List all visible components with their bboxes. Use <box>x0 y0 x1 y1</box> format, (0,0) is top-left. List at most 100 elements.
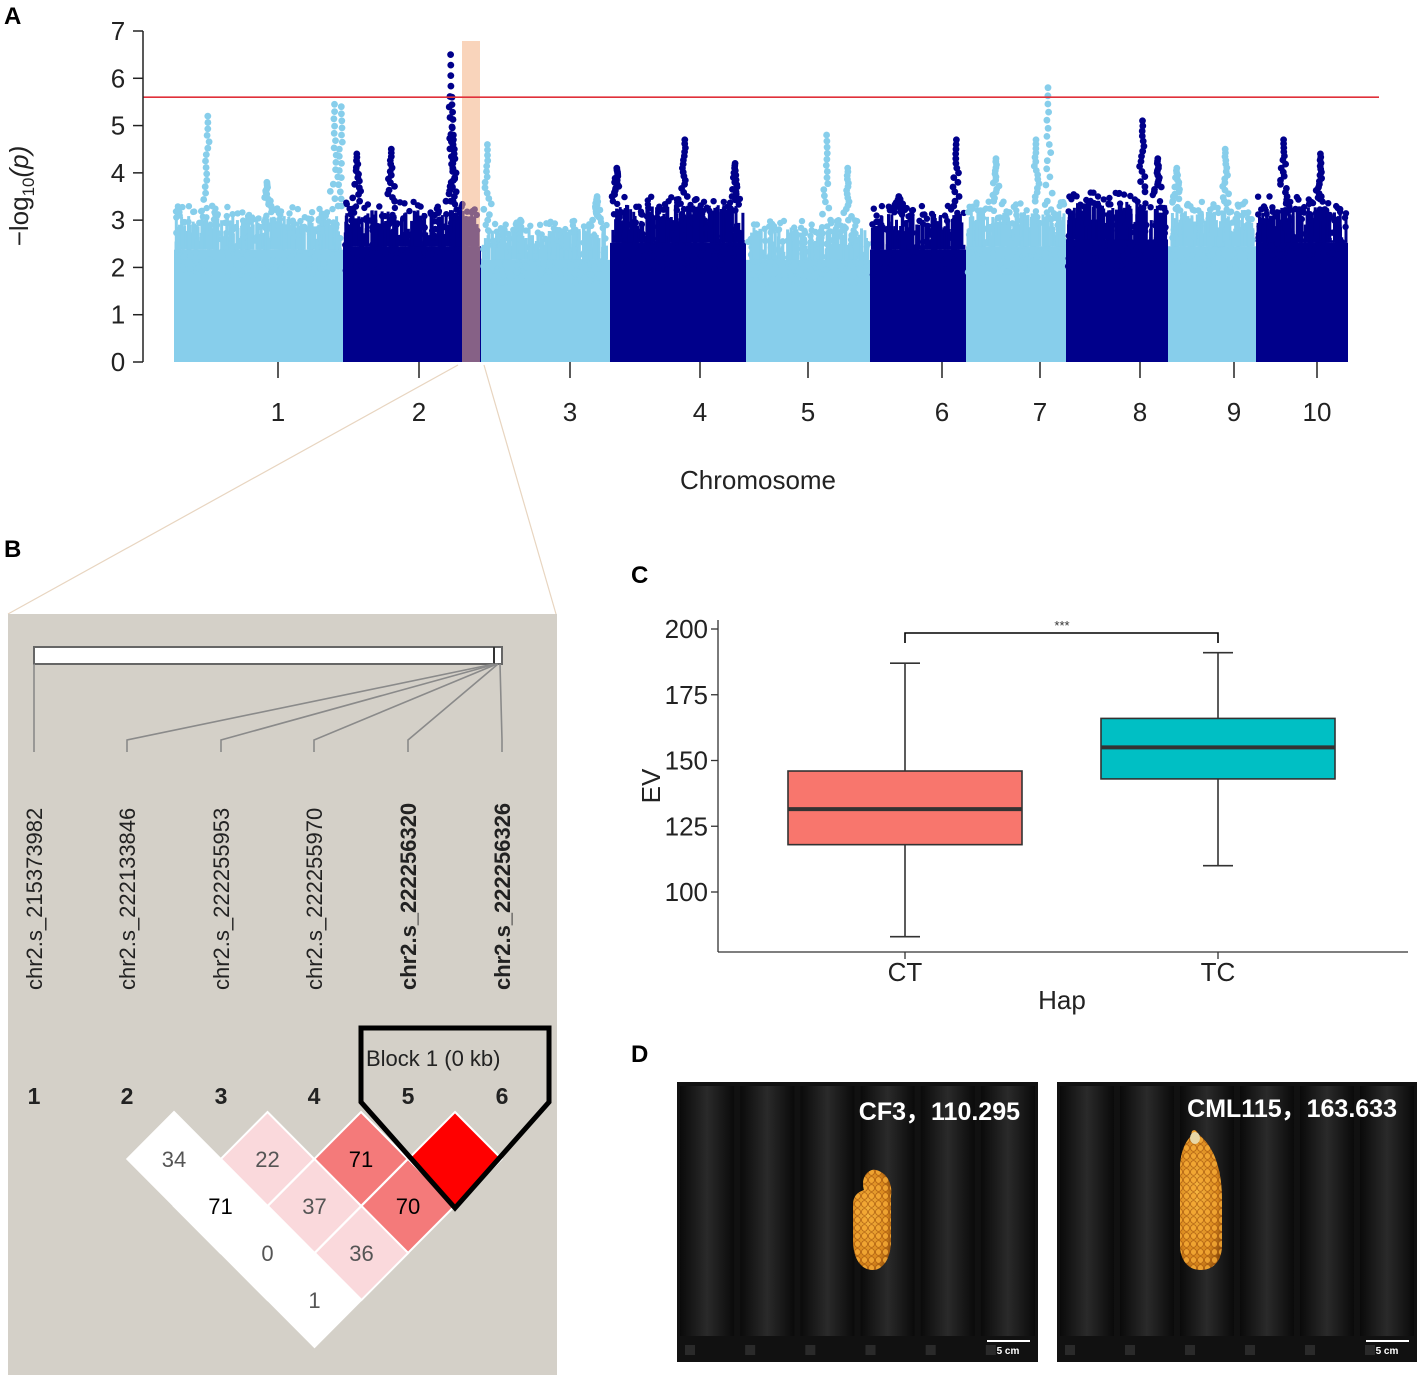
snp-peak-point <box>452 188 460 196</box>
snp-column <box>1263 218 1267 243</box>
snp-point <box>897 208 904 215</box>
snp-point <box>612 263 619 270</box>
snp-column <box>273 228 277 250</box>
snp-peak-point <box>1043 133 1051 140</box>
snp-point <box>1199 246 1206 253</box>
snp-column <box>1135 202 1139 240</box>
snp-point <box>325 218 332 225</box>
snp-point <box>1094 193 1102 200</box>
snp-column <box>836 238 839 260</box>
snp-point <box>1099 239 1106 246</box>
snp-column <box>317 224 321 250</box>
snp-point <box>1107 239 1115 246</box>
snp-point <box>699 244 706 251</box>
snp-column <box>269 217 273 250</box>
snp-point <box>879 270 886 277</box>
snp-indices: 1 2 3 4 5 6 <box>28 1083 509 1109</box>
snp-peak-point <box>821 192 828 200</box>
snp-peak-point <box>1047 149 1055 157</box>
snp-column <box>443 234 446 247</box>
snp-column <box>618 207 622 243</box>
tube <box>800 1086 855 1336</box>
x-tick-label: 10 <box>1303 397 1332 427</box>
snp-point <box>711 265 718 273</box>
snp-point <box>1004 254 1012 261</box>
snp-column <box>643 235 647 243</box>
snp-peak-point <box>204 112 212 120</box>
snp-column <box>704 224 708 243</box>
snp-point <box>543 220 550 227</box>
snp-column <box>849 245 853 260</box>
snp-column <box>575 255 579 260</box>
snp-column <box>817 249 821 260</box>
snp-column <box>559 248 563 260</box>
significance-bracket <box>904 632 1219 643</box>
snp-column <box>435 240 439 247</box>
snp-column <box>1316 214 1320 243</box>
snp-point <box>537 270 544 277</box>
snp-point <box>931 261 939 269</box>
snp-peak-point <box>1043 157 1051 165</box>
ld-cell <box>266 1251 363 1349</box>
snp-point <box>985 198 992 205</box>
snp-column <box>440 223 444 247</box>
snp-point <box>1033 253 1040 260</box>
snp-point <box>1172 205 1179 213</box>
snp-point <box>968 249 975 256</box>
snp-point <box>1245 262 1253 269</box>
snp-point <box>834 268 841 275</box>
snp-point <box>195 264 202 272</box>
snp-column <box>710 228 714 243</box>
tube-base <box>745 1345 756 1355</box>
snp-column <box>1025 243 1029 247</box>
snp-column <box>564 235 568 260</box>
snp-name: chr2.s_222133846 <box>115 808 140 990</box>
snp-peak-point <box>1139 122 1147 130</box>
snp-column <box>1001 224 1004 247</box>
snp-column <box>1293 237 1297 243</box>
snp-column <box>793 246 797 260</box>
snp-column <box>444 216 448 247</box>
snp-column <box>551 230 555 260</box>
snp-point <box>864 240 871 248</box>
tube-base <box>1065 1345 1075 1355</box>
snp-column <box>673 234 676 243</box>
snp-point <box>857 260 864 267</box>
snp-point <box>1003 215 1011 223</box>
snp-column <box>292 227 296 250</box>
snp-point <box>1050 257 1057 265</box>
snp-column <box>403 213 407 247</box>
snp-column <box>1330 240 1334 243</box>
snp-column <box>915 224 919 250</box>
snp-column <box>481 244 485 260</box>
snp-peak-point <box>827 216 834 224</box>
snp-point <box>245 218 253 226</box>
snp-point <box>780 217 788 225</box>
snp-point <box>311 265 318 272</box>
snp-peak-point <box>204 144 212 152</box>
snp-point <box>1160 244 1168 251</box>
snp-column <box>978 212 982 247</box>
snp-point <box>522 262 530 270</box>
snp-column <box>625 204 628 243</box>
snp-column <box>997 221 1001 247</box>
snp-peak-point <box>484 141 491 148</box>
snp-point <box>1012 201 1020 208</box>
snp-column <box>276 246 280 250</box>
snp-column <box>188 224 192 250</box>
snp-point <box>285 225 292 232</box>
corn-ear-cml115 <box>1180 1130 1222 1270</box>
snp-column <box>1338 224 1342 243</box>
block-label: Block 1 (0 kb) <box>366 1046 501 1071</box>
snp-point <box>649 252 657 260</box>
snp-point <box>369 262 376 269</box>
snp-column <box>191 221 195 250</box>
snp-point <box>1036 219 1043 227</box>
snp-peak-point <box>484 151 491 159</box>
snp-column <box>407 239 411 247</box>
snp-peak-point <box>338 124 346 132</box>
snp-column <box>410 220 414 247</box>
snp-point <box>1092 244 1100 251</box>
snp-column <box>426 238 430 247</box>
snp-column <box>1005 224 1009 247</box>
